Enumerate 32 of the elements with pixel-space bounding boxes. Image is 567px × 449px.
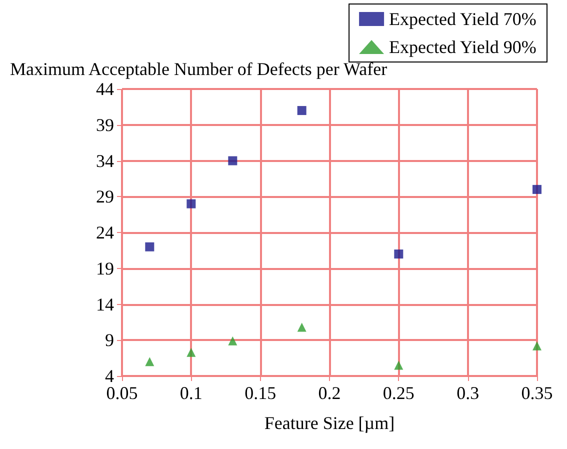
x-tick-label: 0.2: [318, 383, 341, 403]
y-tick-label: 19: [96, 258, 114, 278]
y-tick-label: 44: [96, 79, 114, 99]
point: [297, 106, 306, 116]
y-tick-label: 29: [96, 186, 114, 207]
point: [297, 322, 306, 332]
y-axis-title: Maximum Acceptable Number of Defects per Wafer: [10, 59, 388, 80]
x-tick-label: 0.35: [521, 383, 553, 403]
point: [394, 250, 404, 259]
point: [186, 199, 196, 208]
legend-label: Expected Yield 90%: [389, 37, 536, 57]
x-tick-label: 0.25: [382, 383, 414, 403]
point: [145, 242, 154, 252]
y-tick-label: 9: [105, 330, 114, 350]
point: [228, 156, 238, 166]
point: [532, 184, 542, 194]
point: [228, 336, 238, 346]
y-tick-label: 39: [96, 114, 114, 135]
y-tick-label: 4: [105, 366, 114, 386]
point: [532, 341, 542, 350]
legend-label: Expected Yield 70%: [389, 9, 536, 29]
x-tick-label: 0.05: [106, 383, 138, 403]
point: [186, 348, 196, 357]
point: [145, 357, 154, 366]
y-tick-label: 14: [96, 294, 114, 314]
x-tick-label: 0.3: [456, 383, 480, 403]
x-tick-label: 0.1: [180, 383, 202, 403]
y-tick-label: 24: [96, 222, 114, 242]
x-tick-label: 0.15: [244, 383, 276, 403]
point: [394, 360, 404, 370]
y-tick-label: 34: [96, 150, 114, 171]
x-axis-title: Feature Size [µm]: [264, 413, 395, 433]
